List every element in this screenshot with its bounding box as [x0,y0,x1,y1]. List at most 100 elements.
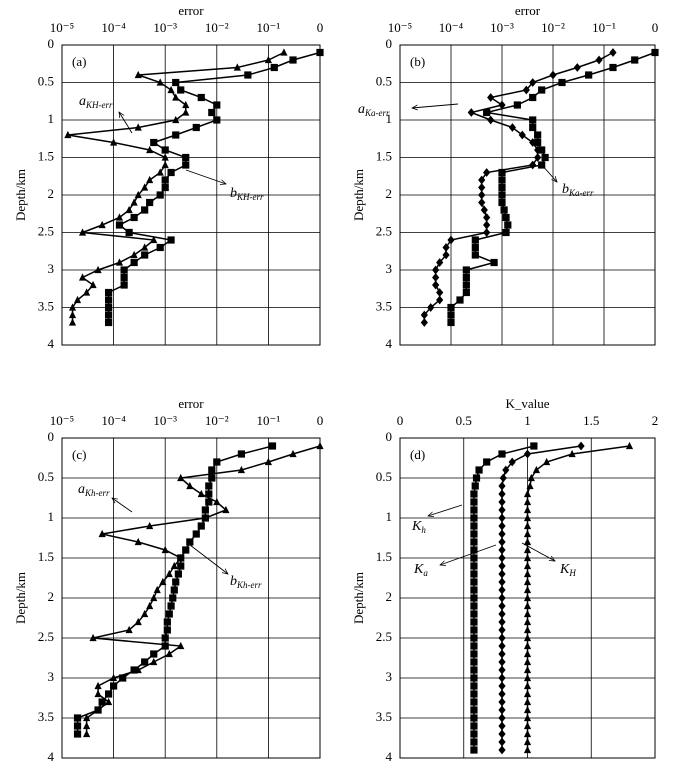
marker-triangle [233,63,241,71]
series [107,51,321,323]
y-tick-label: 2 [386,186,393,201]
y-tick-label: 3.5 [376,709,392,724]
marker-square [470,586,478,594]
marker-square [73,722,82,730]
y-tick-label: 0 [48,429,55,444]
y-tick-label: 1 [48,111,55,126]
marker-square [270,63,278,72]
marker-square [177,554,185,562]
annotation-main: K [411,519,422,534]
marker-diamond [498,697,506,707]
marker-square [529,116,537,124]
marker-square [609,63,617,72]
marker-triangle [625,441,634,450]
marker-triangle [104,697,113,706]
marker-diamond [498,657,506,667]
marker-diamond [498,633,506,643]
marker-square [268,442,277,450]
marker-square [120,266,128,274]
marker-square [498,176,506,184]
marker-square [470,738,478,746]
annotation-main: K [413,562,424,577]
marker-square [170,586,178,594]
marker-triangle [165,649,173,658]
x-tick-label: 10⁻⁵ [50,413,74,428]
marker-square [538,146,546,154]
marker-diamond [498,737,506,747]
marker-triangle [89,280,97,289]
annotation-main: a [358,102,365,117]
x-tick-label: 10⁻³ [153,413,177,428]
marker-diamond [508,123,517,132]
marker-triangle [159,577,167,586]
marker-diamond [442,250,450,260]
y-tick-label: 4 [386,749,393,764]
x-tick-label: 1.5 [583,413,599,428]
marker-triangle [222,505,230,514]
marker-triangle [264,55,272,64]
marker-triangle [125,205,133,214]
marker-square [167,168,175,177]
marker-diamond [483,228,491,237]
marker-triangle [161,160,169,169]
marker-triangle [115,213,124,221]
marker-triangle [523,681,532,690]
y-tick-label: 0.5 [38,469,54,484]
marker-square [470,634,478,642]
marker-square [120,281,128,289]
annotation-arrow [440,544,497,565]
marker-triangle [523,697,532,706]
marker-triangle [264,457,272,466]
marker-triangle [523,705,532,714]
marker-square [205,498,213,506]
marker-triangle [197,489,205,498]
marker-diamond [427,303,435,312]
marker-square [316,48,324,57]
series-line [67,51,285,323]
marker-triangle [523,545,532,554]
marker-triangle [130,198,138,206]
marker-square [213,116,221,124]
x-tick-label: 0 [397,413,404,428]
x-tick-label: 10⁻⁴ [101,413,126,428]
marker-triangle [98,220,106,229]
marker-triangle [523,529,532,538]
y-tick-label: 3 [48,669,55,684]
marker-triangle [177,641,185,650]
marker-diamond [480,205,488,215]
marker-diamond [498,481,506,491]
marker-diamond [518,130,526,140]
marker-square [470,506,478,514]
marker-square [470,722,478,730]
marker-diamond [420,310,428,320]
annotation-sub: KH-err [236,192,264,202]
marker-diamond [478,183,486,192]
y-tick-label: 1.5 [376,549,392,564]
x-tick-label: 2 [652,413,659,428]
marker-triangle [98,529,106,538]
marker-diamond [436,288,444,297]
x-tick-label: 0 [317,20,324,35]
marker-square [447,311,455,319]
marker-square [110,682,118,690]
marker-square [182,161,190,169]
marker-square [163,626,171,634]
marker-diamond [573,63,581,72]
marker-square [585,71,593,79]
annotation-main: b [562,182,569,197]
marker-diamond [498,100,506,110]
marker-diamond [432,273,440,282]
marker-square [125,228,133,237]
marker-square [530,442,538,450]
marker-square [470,530,478,538]
marker-square [197,93,205,102]
marker-diamond [498,601,506,611]
marker-triangle [78,273,87,281]
annotation: Kh [411,519,426,535]
marker-square [197,522,205,530]
marker-triangle [83,288,91,296]
marker-diamond [502,465,510,475]
marker-triangle [78,228,87,236]
plot-frame [399,437,656,759]
marker-diamond [498,689,506,699]
